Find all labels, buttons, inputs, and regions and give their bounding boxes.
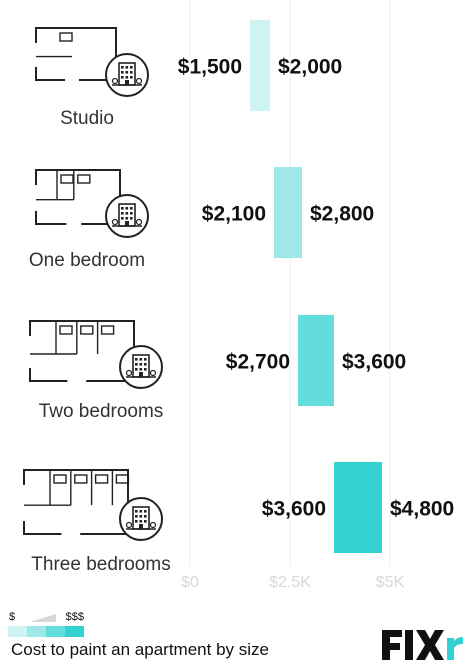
x-tick-label: $0 (181, 574, 199, 591)
range-bar (298, 315, 334, 406)
high-value-label: $2,800 (310, 203, 374, 226)
legend-swatch (27, 626, 46, 637)
legend-wedge-icon (30, 614, 56, 622)
legend-swatch (65, 626, 84, 637)
range-bar (250, 20, 270, 111)
cost-legend: $ $$$ (8, 611, 86, 639)
fixr-logo (378, 626, 466, 664)
category-label: Studio (60, 108, 114, 129)
icon-layer (23, 27, 163, 541)
low-value-label: $1,500 (178, 56, 242, 79)
category-label: One bedroom (29, 250, 145, 271)
apartment-building-icon (105, 53, 149, 97)
high-value-label: $4,800 (390, 498, 454, 521)
floor-plan-icon (29, 320, 135, 382)
range-bar (274, 167, 302, 258)
legend-high-label: $$$ (65, 611, 84, 623)
legend-swatch (8, 626, 27, 637)
range-bar (334, 462, 382, 553)
x-tick-label: $5K (376, 574, 405, 591)
legend-swatch (46, 626, 65, 637)
apartment-building-icon (119, 345, 163, 389)
apartment-building-icon (105, 194, 149, 238)
low-value-label: $2,100 (202, 203, 266, 226)
apartment-building-icon (119, 497, 163, 541)
chart-caption: Cost to paint an apartment by size (11, 640, 269, 659)
bar-layer (250, 20, 382, 553)
x-tick-label: $2.5K (269, 574, 311, 591)
floor-plan-icon (35, 169, 121, 225)
fixr-logo-icon (382, 630, 463, 660)
legend-low-label: $ (9, 611, 16, 623)
floor-plan-icon (35, 27, 117, 81)
grid-layer (189, 0, 391, 566)
low-value-label: $2,700 (226, 351, 290, 374)
category-label: Three bedrooms (31, 554, 170, 575)
label-layer: $0 $2.5K $5K $1,500 $2,000 Studio $2,100 $2,800… (29, 56, 454, 592)
legend-swatches (8, 626, 84, 637)
high-value-label: $2,000 (278, 56, 342, 79)
category-label: Two bedrooms (39, 401, 164, 422)
high-value-label: $3,600 (342, 351, 406, 374)
floor-plan-icon (23, 469, 130, 535)
low-value-label: $3,600 (262, 498, 326, 521)
